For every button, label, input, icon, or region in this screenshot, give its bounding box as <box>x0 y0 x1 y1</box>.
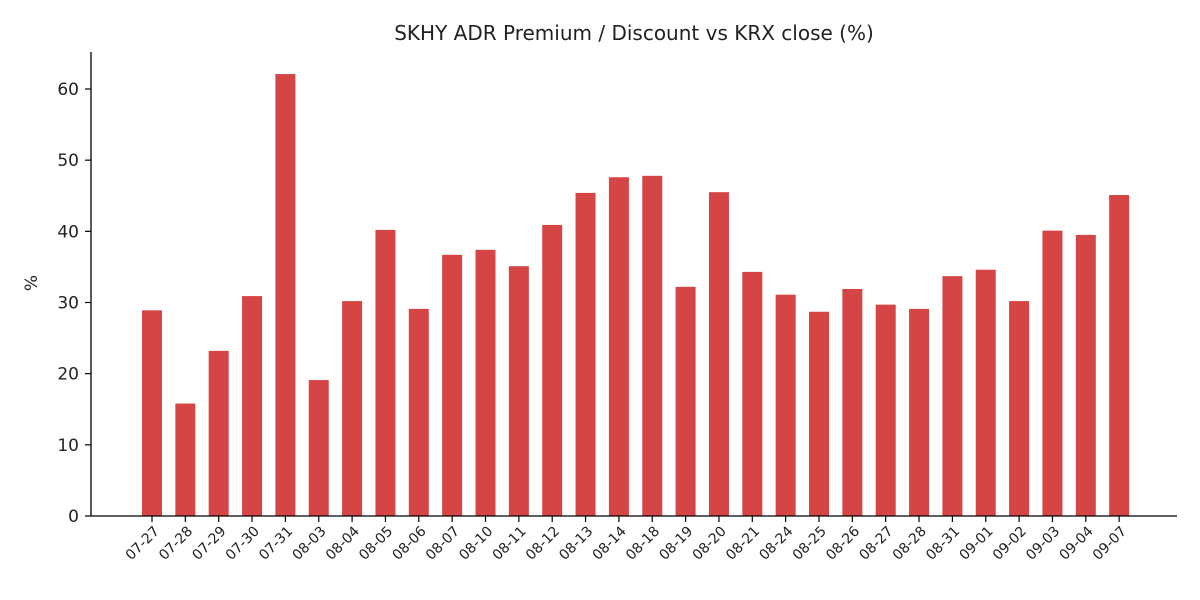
x-tick-label: 08-27 <box>856 524 896 564</box>
x-tick-label: 08-13 <box>556 524 596 564</box>
x-tick-label: 09-07 <box>1090 524 1130 564</box>
y-axis-label: % <box>22 275 42 291</box>
bar-08-25 <box>809 311 829 516</box>
bar-08-21 <box>742 271 763 516</box>
bar-08-11 <box>508 266 529 516</box>
y-tick-label: 30 <box>57 294 79 314</box>
bar-08-24 <box>775 294 796 516</box>
x-tick-label: 07-28 <box>156 524 196 564</box>
x-tick-label: 09-02 <box>990 524 1030 564</box>
y-tick-label: 20 <box>57 365 79 385</box>
y-tick-label: 0 <box>68 507 79 527</box>
bar-09-03 <box>1042 230 1063 516</box>
bar-07-31 <box>275 74 296 517</box>
x-tick-label: 08-04 <box>323 523 363 563</box>
bar-09-01 <box>975 269 996 516</box>
chart-title: SKHY ADR Premium / Discount vs KRX close… <box>394 21 874 45</box>
x-tick-label: 09-01 <box>956 524 996 564</box>
bar-08-05 <box>375 229 396 516</box>
x-tick-label: 08-12 <box>523 524 563 564</box>
bar-08-07 <box>442 254 463 516</box>
bar-07-27 <box>142 310 162 516</box>
x-tick-label: 07-27 <box>123 524 163 564</box>
x-tick-label: 08-07 <box>423 524 463 564</box>
bar-08-03 <box>308 380 329 516</box>
bar-08-13 <box>575 192 596 517</box>
bar-09-04 <box>1075 234 1096 516</box>
y-tick-label: 10 <box>57 436 79 456</box>
plot-area: 010203040506007-2707-2807-2907-3007-3108… <box>57 74 1130 564</box>
x-tick-label: 08-25 <box>790 524 830 564</box>
x-tick-label: 08-24 <box>756 523 796 563</box>
bar-08-27 <box>875 304 896 516</box>
x-tick-label: 08-05 <box>356 524 396 564</box>
bar-07-28 <box>175 403 196 516</box>
bar-08-19 <box>675 286 696 516</box>
x-tick-label: 08-03 <box>289 524 329 564</box>
bar-08-06 <box>408 308 429 516</box>
x-tick-label: 07-29 <box>189 524 229 564</box>
y-tick-label: 50 <box>57 151 79 171</box>
bar-08-14 <box>608 177 629 516</box>
y-tick-label: 60 <box>57 80 79 100</box>
x-tick-label: 08-31 <box>923 524 963 564</box>
bar-09-02 <box>1009 301 1030 516</box>
x-tick-label: 07-30 <box>223 524 263 564</box>
bar-08-20 <box>708 192 729 517</box>
x-tick-label: 08-21 <box>723 524 763 564</box>
bar-08-12 <box>542 224 563 516</box>
x-tick-label: 08-06 <box>390 523 430 563</box>
bar-08-04 <box>342 301 363 516</box>
x-tick-label: 08-10 <box>456 524 496 564</box>
x-tick-label: 07-31 <box>256 524 296 564</box>
x-tick-label: 08-28 <box>890 524 930 564</box>
x-tick-label: 08-19 <box>656 524 696 564</box>
x-tick-label: 08-20 <box>690 524 730 564</box>
bar-07-30 <box>242 296 263 516</box>
bar-08-26 <box>842 288 863 516</box>
x-tick-label: 09-03 <box>1023 524 1063 564</box>
bar-09-07 <box>1109 195 1130 516</box>
bar-08-10 <box>475 249 496 516</box>
bar-08-28 <box>909 308 930 516</box>
x-tick-label: 09-04 <box>1057 523 1097 563</box>
bar-08-31 <box>942 276 963 516</box>
bar-08-18 <box>642 175 663 516</box>
x-tick-label: 08-18 <box>623 524 663 564</box>
bar-07-29 <box>208 350 229 516</box>
x-tick-label: 08-11 <box>490 524 530 564</box>
x-tick-label: 08-26 <box>823 523 863 563</box>
y-tick-label: 40 <box>57 222 79 242</box>
x-tick-label: 08-14 <box>590 523 630 563</box>
